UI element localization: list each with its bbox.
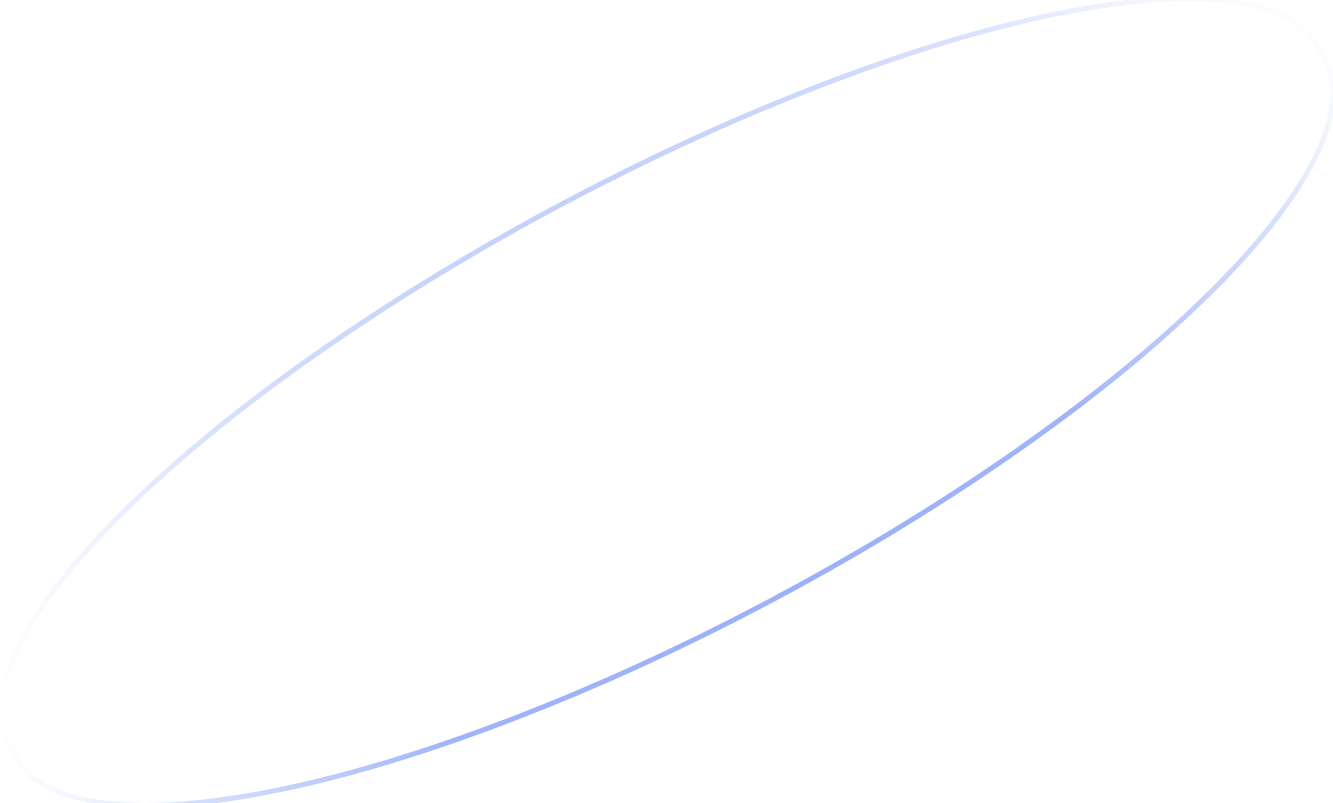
decorative-ellipse-canvas [0, 0, 1333, 803]
gradient-ellipse-outline [0, 0, 1333, 803]
